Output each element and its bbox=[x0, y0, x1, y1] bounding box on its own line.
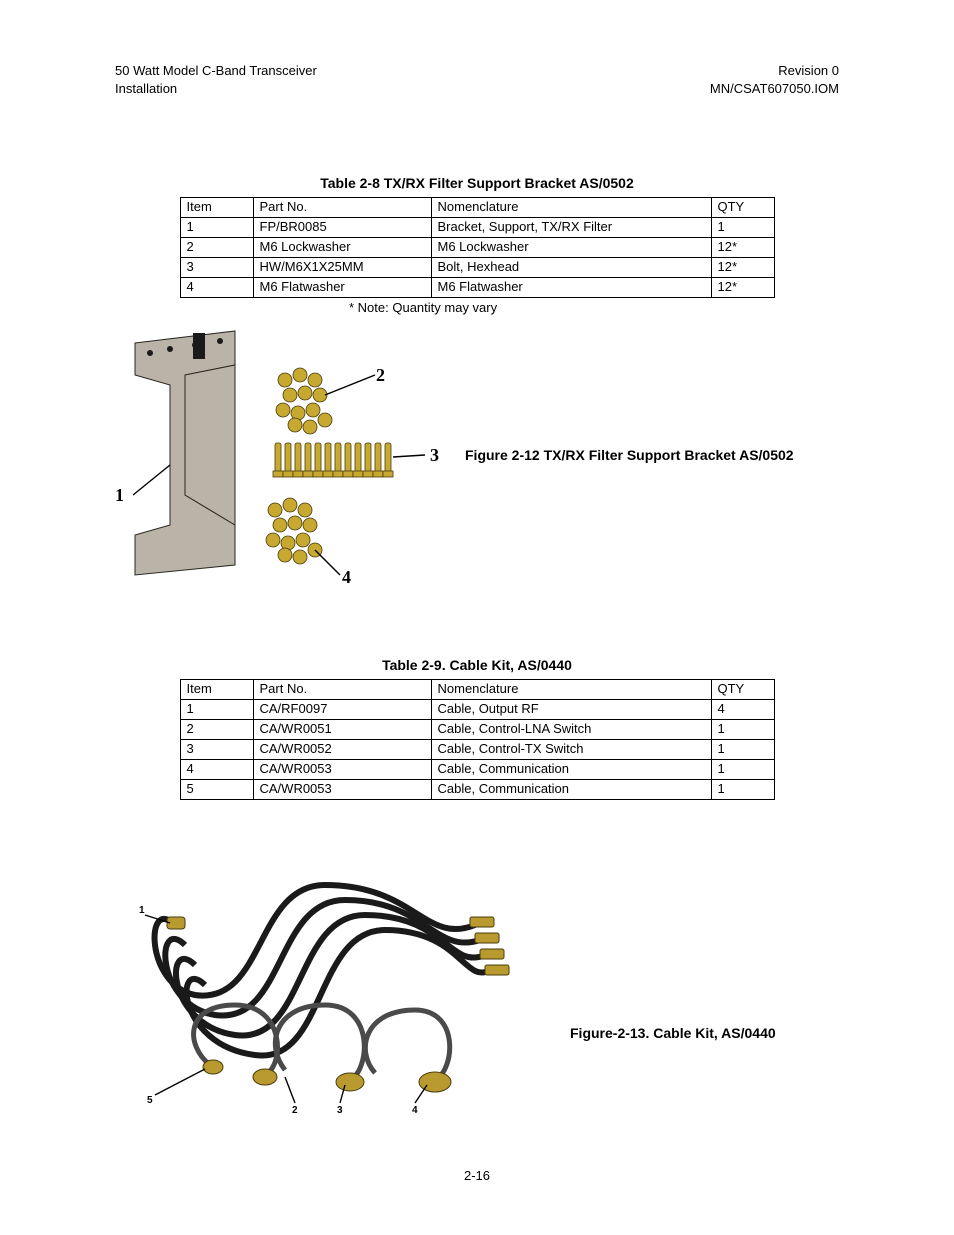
table1-title: Table 2-8 TX/RX Filter Support Bracket A… bbox=[115, 175, 839, 191]
cell: CA/WR0053 bbox=[253, 760, 431, 780]
table2-header-row: Item Part No. Nomenclature QTY bbox=[180, 680, 774, 700]
cell: 1 bbox=[180, 700, 253, 720]
page-number: 2-16 bbox=[0, 1168, 954, 1183]
svg-text:5: 5 bbox=[147, 1095, 153, 1106]
table-row: 3 HW/M6X1X25MM Bolt, Hexhead 12* bbox=[180, 258, 774, 278]
table2-title: Table 2-9. Cable Kit, AS/0440 bbox=[115, 657, 839, 673]
table1-col-item: Item bbox=[180, 198, 253, 218]
svg-text:3: 3 bbox=[337, 1105, 343, 1115]
table-row: 3 CA/WR0052 Cable, Control-TX Switch 1 bbox=[180, 740, 774, 760]
table-row: 2 CA/WR0051 Cable, Control-LNA Switch 1 bbox=[180, 720, 774, 740]
cell: M6 Flatwasher bbox=[431, 278, 711, 298]
cell: Cable, Communication bbox=[431, 760, 711, 780]
page: 50 Watt Model C-Band Transceiver Install… bbox=[0, 0, 954, 1235]
header-section: Installation bbox=[115, 80, 317, 98]
table-row: 4 M6 Flatwasher M6 Flatwasher 12* bbox=[180, 278, 774, 298]
table2: Item Part No. Nomenclature QTY 1 CA/RF00… bbox=[180, 679, 775, 800]
table-row: 2 M6 Lockwasher M6 Lockwasher 12* bbox=[180, 238, 774, 258]
table1-col-nom: Nomenclature bbox=[431, 198, 711, 218]
cell: CA/WR0052 bbox=[253, 740, 431, 760]
cell: 12* bbox=[711, 278, 774, 298]
cell: 5 bbox=[180, 780, 253, 800]
figure1-block: 1 2 3 4 Figure 2-12 TX/RX Filter Support… bbox=[115, 325, 839, 595]
header-product: 50 Watt Model C-Band Transceiver bbox=[115, 62, 317, 80]
header-left: 50 Watt Model C-Band Transceiver Install… bbox=[115, 62, 317, 97]
cell: Cable, Communication bbox=[431, 780, 711, 800]
figure1-callout-3: 3 bbox=[430, 445, 439, 466]
figure2-block: 1 2 3 4 5 Figure-2-13. Cable Kit, AS/044… bbox=[115, 855, 839, 1130]
cell: HW/M6X1X25MM bbox=[253, 258, 431, 278]
table1: Item Part No. Nomenclature QTY 1 FP/BR00… bbox=[180, 197, 775, 298]
header-revision: Revision 0 bbox=[710, 62, 839, 80]
table2-col-nom: Nomenclature bbox=[431, 680, 711, 700]
spacer bbox=[115, 595, 839, 657]
table2-col-item: Item bbox=[180, 680, 253, 700]
svg-text:2: 2 bbox=[292, 1105, 298, 1115]
cell: 2 bbox=[180, 720, 253, 740]
cell: CA/WR0051 bbox=[253, 720, 431, 740]
cell: Bolt, Hexhead bbox=[431, 258, 711, 278]
cell: 1 bbox=[711, 780, 774, 800]
cell: Bracket, Support, TX/RX Filter bbox=[431, 218, 711, 238]
cell: Cable, Control-LNA Switch bbox=[431, 720, 711, 740]
table1-col-qty: QTY bbox=[711, 198, 774, 218]
header-right: Revision 0 MN/CSAT607050.IOM bbox=[710, 62, 839, 97]
cell: 4 bbox=[180, 278, 253, 298]
cell: M6 Lockwasher bbox=[253, 238, 431, 258]
figure1-callout-2: 2 bbox=[376, 365, 385, 386]
figure1-caption: Figure 2-12 TX/RX Filter Support Bracket… bbox=[465, 447, 794, 463]
header-docnum: MN/CSAT607050.IOM bbox=[710, 80, 839, 98]
cell: 1 bbox=[711, 740, 774, 760]
figure1-callout-4: 4 bbox=[342, 567, 351, 588]
figure2-caption: Figure-2-13. Cable Kit, AS/0440 bbox=[570, 1025, 776, 1041]
cell: M6 Flatwasher bbox=[253, 278, 431, 298]
table2-col-qty: QTY bbox=[711, 680, 774, 700]
cell: 1 bbox=[711, 720, 774, 740]
cell: CA/WR0053 bbox=[253, 780, 431, 800]
table-row: 1 CA/RF0097 Cable, Output RF 4 bbox=[180, 700, 774, 720]
table-row: 1 FP/BR0085 Bracket, Support, TX/RX Filt… bbox=[180, 218, 774, 238]
cell: 3 bbox=[180, 740, 253, 760]
cell: 2 bbox=[180, 238, 253, 258]
cell: 1 bbox=[180, 218, 253, 238]
cell: 1 bbox=[711, 760, 774, 780]
page-header: 50 Watt Model C-Band Transceiver Install… bbox=[115, 62, 839, 97]
cell: Cable, Control-TX Switch bbox=[431, 740, 711, 760]
table-row: 4 CA/WR0053 Cable, Communication 1 bbox=[180, 760, 774, 780]
cell: 4 bbox=[180, 760, 253, 780]
cell: Cable, Output RF bbox=[431, 700, 711, 720]
table-row: 5 CA/WR0053 Cable, Communication 1 bbox=[180, 780, 774, 800]
cell: 3 bbox=[180, 258, 253, 278]
cell: M6 Lockwasher bbox=[431, 238, 711, 258]
table1-header-row: Item Part No. Nomenclature QTY bbox=[180, 198, 774, 218]
figure2-image: 1 2 3 4 5 bbox=[115, 855, 545, 1115]
cell: 1 bbox=[711, 218, 774, 238]
cell: 12* bbox=[711, 238, 774, 258]
figure1-callout-1: 1 bbox=[115, 485, 124, 506]
cell: CA/RF0097 bbox=[253, 700, 431, 720]
table2-col-part: Part No. bbox=[253, 680, 431, 700]
svg-text:1: 1 bbox=[139, 905, 145, 916]
cell: 4 bbox=[711, 700, 774, 720]
table1-note: * Note: Quantity may vary bbox=[349, 300, 839, 315]
table1-col-part: Part No. bbox=[253, 198, 431, 218]
cell: FP/BR0085 bbox=[253, 218, 431, 238]
svg-text:4: 4 bbox=[412, 1105, 418, 1115]
figure1-image bbox=[115, 325, 455, 585]
cell: 12* bbox=[711, 258, 774, 278]
